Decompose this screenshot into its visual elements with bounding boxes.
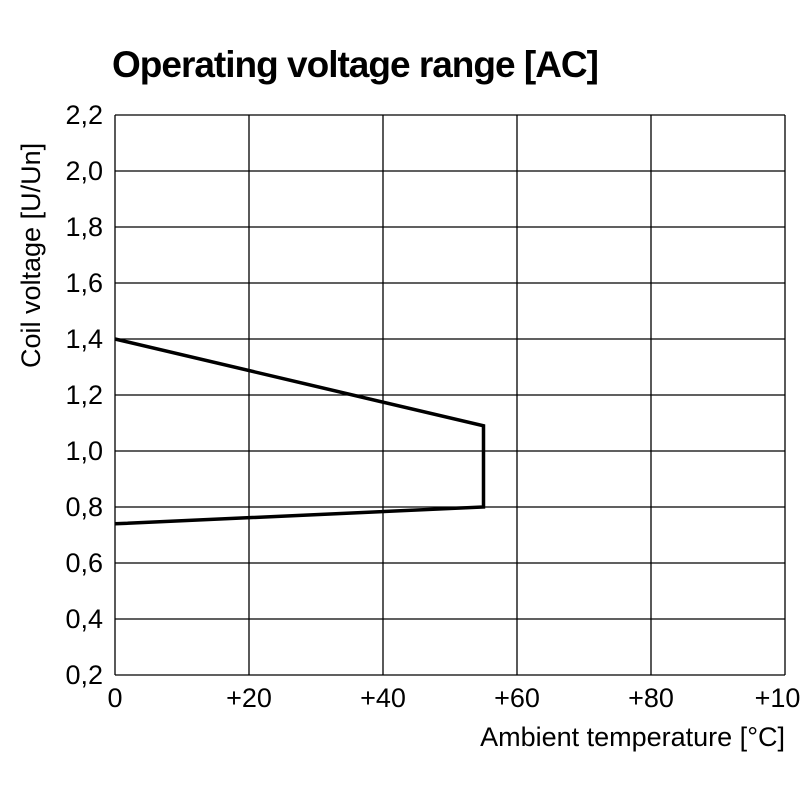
x-tick-label: +100 <box>755 683 800 713</box>
y-tick-label: 2,0 <box>65 156 103 186</box>
x-tick-label: 0 <box>107 683 122 713</box>
y-tick-label: 0,6 <box>65 548 103 578</box>
x-tick-label: +60 <box>494 683 540 713</box>
y-tick-label: 1,0 <box>65 436 103 466</box>
series-line-operating-voltage-envelope <box>114 337 486 526</box>
x-axis-label: Ambient temperature [°C] <box>480 722 785 752</box>
chart-title: Operating voltage range [AC] <box>112 44 599 85</box>
y-tick-label: 1,2 <box>65 380 103 410</box>
x-tick-label: +20 <box>226 683 272 713</box>
y-tick-label: 0,8 <box>65 492 103 522</box>
y-tick-label: 2,2 <box>65 100 103 130</box>
x-tick-label: +80 <box>628 683 674 713</box>
y-tick-label: 1,6 <box>65 268 103 298</box>
y-tick-label: 0,2 <box>65 660 103 690</box>
y-tick-label: 0,4 <box>65 604 103 634</box>
y-tick-label: 1,4 <box>65 324 103 354</box>
y-tick-label: 1,8 <box>65 212 103 242</box>
x-tick-label: +40 <box>360 683 406 713</box>
